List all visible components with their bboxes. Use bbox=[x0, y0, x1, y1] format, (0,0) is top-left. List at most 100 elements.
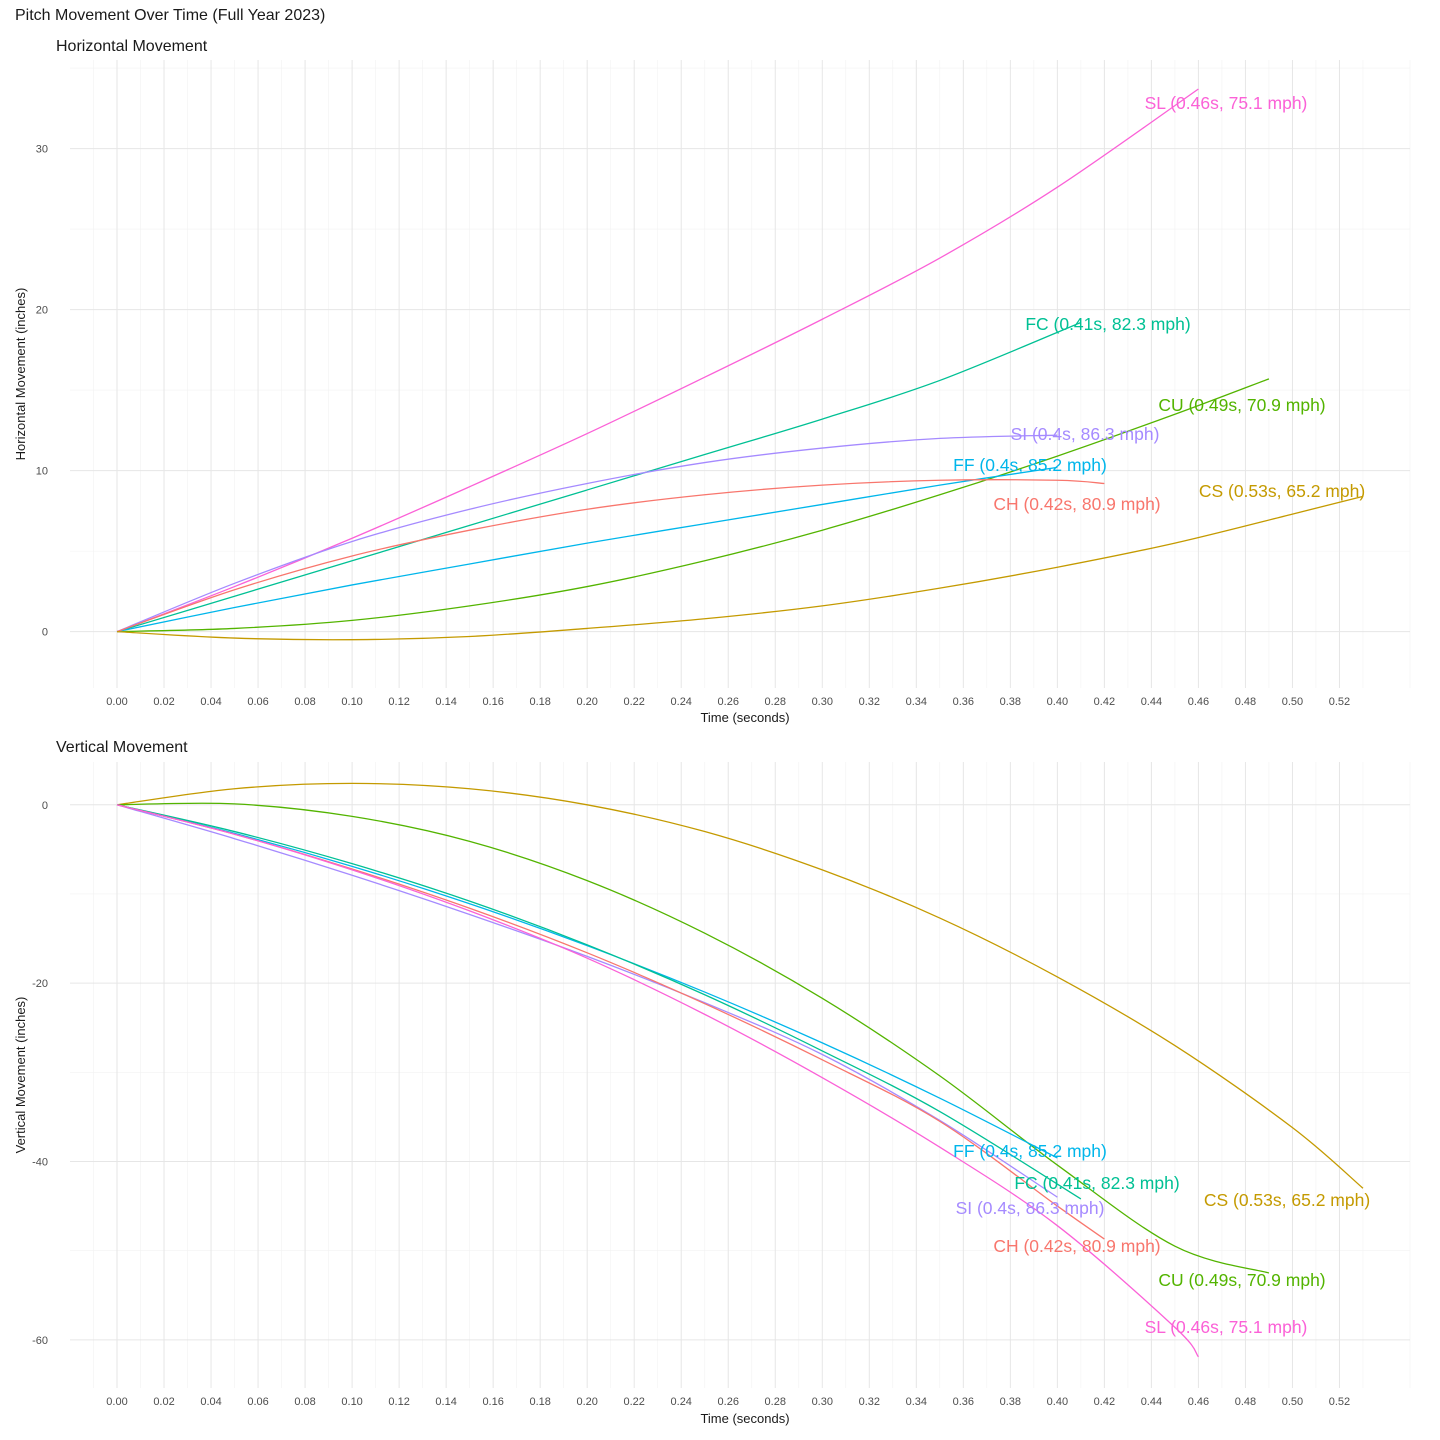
x-tick-label: 0.44 bbox=[1141, 1396, 1162, 1408]
x-tick-label: 0.08 bbox=[294, 696, 315, 708]
series-label-sl: SL (0.46s, 75.1 mph) bbox=[1145, 93, 1308, 113]
x-tick-label: 0.44 bbox=[1141, 696, 1162, 708]
x-tick-label: 0.34 bbox=[906, 696, 927, 708]
x-tick-label: 0.32 bbox=[859, 696, 880, 708]
series-line-sl bbox=[116, 804, 1199, 1358]
series-label-sl: SL (0.46s, 75.1 mph) bbox=[1145, 1317, 1308, 1337]
x-tick-label: 0.10 bbox=[341, 1396, 362, 1408]
y-tick-label: 30 bbox=[36, 144, 48, 156]
y-tick-label: 0 bbox=[42, 627, 48, 639]
series-label-ch: CH (0.42s, 80.9 mph) bbox=[993, 494, 1160, 514]
x-tick-label: 0.50 bbox=[1282, 696, 1303, 708]
x-tick-label: 0.18 bbox=[529, 1396, 550, 1408]
x-tick-label: 0.22 bbox=[623, 696, 644, 708]
series-label-fc: FC (0.41s, 82.3 mph) bbox=[1025, 314, 1190, 334]
y-tick-label: -60 bbox=[32, 1335, 48, 1347]
series-line-ch bbox=[116, 479, 1105, 633]
x-tick-label: 0.18 bbox=[529, 696, 550, 708]
x-tick-label: 0.04 bbox=[200, 1396, 221, 1408]
series-line-fc bbox=[116, 804, 1082, 1200]
panel-title: Vertical Movement bbox=[56, 739, 188, 756]
x-tick-label: 0.52 bbox=[1329, 1396, 1350, 1408]
x-tick-label: 0.52 bbox=[1329, 696, 1350, 708]
series-line-si bbox=[116, 434, 1058, 633]
x-axis-label: Time (seconds) bbox=[700, 710, 789, 725]
x-tick-label: 0.48 bbox=[1235, 696, 1256, 708]
series-label-si: SI (0.4s, 86.3 mph) bbox=[956, 1198, 1105, 1218]
y-axis-label: Vertical Movement (inches) bbox=[13, 997, 28, 1154]
y-tick-label: 20 bbox=[36, 305, 48, 317]
x-tick-label: 0.02 bbox=[153, 696, 174, 708]
x-tick-label: 0.00 bbox=[106, 1396, 127, 1408]
x-tick-label: 0.28 bbox=[765, 1396, 786, 1408]
x-tick-label: 0.14 bbox=[435, 696, 456, 708]
y-axis-label: Horizontal Movement (inches) bbox=[13, 288, 28, 461]
x-tick-label: 0.20 bbox=[576, 1396, 597, 1408]
x-tick-label: 0.08 bbox=[294, 1396, 315, 1408]
series-line-si bbox=[116, 804, 1058, 1198]
x-tick-label: 0.46 bbox=[1188, 1396, 1209, 1408]
x-tick-label: 0.28 bbox=[765, 696, 786, 708]
series-line-cs bbox=[116, 495, 1364, 641]
x-tick-label: 0.22 bbox=[623, 1396, 644, 1408]
x-tick-label: 0.36 bbox=[953, 696, 974, 708]
panel-horizontal: Horizontal Movement 0.00 0.02 0.04 0.06 0.08 0… bbox=[13, 38, 1411, 725]
x-tick-label: 0.06 bbox=[247, 696, 268, 708]
x-tick-label: 0.42 bbox=[1094, 1396, 1115, 1408]
series-line-ff bbox=[116, 466, 1058, 633]
x-tick-label: 0.12 bbox=[388, 1396, 409, 1408]
panel-title: Horizontal Movement bbox=[56, 38, 208, 55]
x-tick-label: 0.20 bbox=[576, 696, 597, 708]
x-tick-label: 0.06 bbox=[247, 1396, 268, 1408]
x-tick-label: 0.36 bbox=[953, 1396, 974, 1408]
x-tick-label: 0.32 bbox=[859, 1396, 880, 1408]
x-tick-label: 0.46 bbox=[1188, 696, 1209, 708]
series-label-cs: CS (0.53s, 65.2 mph) bbox=[1204, 1190, 1370, 1210]
x-axis-label: Time (seconds) bbox=[700, 1411, 789, 1426]
x-tick-label: 0.16 bbox=[482, 696, 503, 708]
x-tick-label: 0.26 bbox=[718, 696, 739, 708]
x-tick-label: 0.50 bbox=[1282, 1396, 1303, 1408]
x-tick-label: 0.00 bbox=[106, 696, 127, 708]
series-label-cs: CS (0.53s, 65.2 mph) bbox=[1199, 481, 1365, 501]
series-line-cu bbox=[117, 802, 1270, 1274]
x-tick-label: 0.26 bbox=[718, 1396, 739, 1408]
x-tick-label: 0.48 bbox=[1235, 1396, 1256, 1408]
x-tick-label: 0.16 bbox=[482, 1396, 503, 1408]
series-label-ch: CH (0.42s, 80.9 mph) bbox=[993, 1236, 1160, 1256]
x-tick-label: 0.38 bbox=[1000, 1396, 1021, 1408]
main-title: Pitch Movement Over Time (Full Year 2023… bbox=[15, 7, 325, 24]
series-label-fc: FC (0.41s, 82.3 mph) bbox=[1014, 1173, 1179, 1193]
y-tick-label: 0 bbox=[42, 800, 48, 812]
x-tick-label: 0.42 bbox=[1094, 696, 1115, 708]
panel-vertical: Vertical Movement 0.00 0.02 0.04 0.06 0.08 0.1… bbox=[13, 739, 1411, 1426]
x-tick-label: 0.40 bbox=[1047, 1396, 1068, 1408]
x-tick-label: 0.14 bbox=[435, 1396, 456, 1408]
series-line-cs bbox=[116, 782, 1364, 1189]
x-tick-label: 0.10 bbox=[341, 696, 362, 708]
series-label-ff: FF (0.4s, 85.2 mph) bbox=[953, 455, 1107, 475]
x-tick-label: 0.34 bbox=[906, 1396, 927, 1408]
x-tick-label: 0.04 bbox=[200, 696, 221, 708]
series-line-ff bbox=[116, 804, 1058, 1159]
x-tick-label: 0.38 bbox=[1000, 696, 1021, 708]
x-tick-label: 0.24 bbox=[671, 696, 692, 708]
series-label-ff: FF (0.4s, 85.2 mph) bbox=[953, 1141, 1107, 1161]
x-tick-label: 0.40 bbox=[1047, 696, 1068, 708]
y-tick-label: -20 bbox=[32, 978, 48, 990]
series-label-cu: CU (0.49s, 70.9 mph) bbox=[1158, 395, 1325, 415]
series-label-cu: CU (0.49s, 70.9 mph) bbox=[1158, 1270, 1325, 1290]
y-tick-label: -40 bbox=[32, 1156, 48, 1168]
x-tick-label: 0.02 bbox=[153, 1396, 174, 1408]
series-line-cu bbox=[117, 378, 1270, 633]
x-tick-label: 0.24 bbox=[671, 1396, 692, 1408]
x-tick-label: 0.12 bbox=[388, 696, 409, 708]
y-tick-label: 10 bbox=[36, 466, 48, 478]
series-label-si: SI (0.4s, 86.3 mph) bbox=[1011, 424, 1160, 444]
series-line-sl bbox=[116, 88, 1199, 633]
series-line-fc bbox=[116, 321, 1082, 633]
x-tick-label: 0.30 bbox=[812, 696, 833, 708]
x-tick-label: 0.30 bbox=[812, 1396, 833, 1408]
